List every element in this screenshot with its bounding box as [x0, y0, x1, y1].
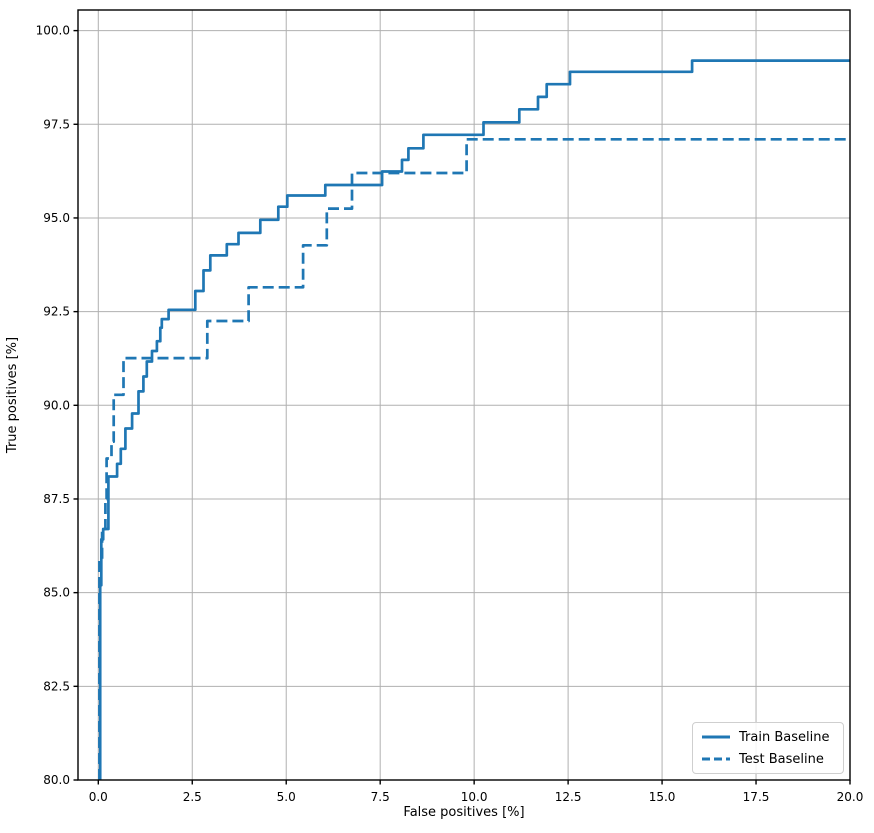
- series-line-train: [98, 59, 850, 780]
- y-tick-label: 97.5: [43, 117, 70, 131]
- legend-label-test: Test Baseline: [739, 751, 824, 767]
- x-tick-label: 5.0: [277, 790, 296, 804]
- plot-border: [77, 9, 851, 781]
- y-tick-label: 92.5: [43, 305, 70, 319]
- x-tick-label: 20.0: [837, 790, 864, 804]
- tick-labels: 0.0 2.5 5.0 7.5 10.0 12.5 15.0 17.5 20.0 80.0 82.5…: [36, 24, 864, 804]
- x-tick-label: 10.0: [461, 790, 488, 804]
- grid-lines: [78, 10, 851, 781]
- y-tick-label: 100.0: [36, 24, 70, 38]
- series-lines: [98, 59, 850, 780]
- x-tick-label: 15.0: [649, 790, 676, 804]
- y-tick-label: 90.0: [43, 398, 70, 412]
- x-tick-label: 0.0: [89, 790, 108, 804]
- x-tick-label: 12.5: [555, 790, 582, 804]
- tick-marks: [73, 29, 851, 785]
- y-tick-label: 85.0: [43, 586, 70, 600]
- series-line-test: [98, 137, 850, 780]
- x-tick-label: 17.5: [743, 790, 770, 804]
- legend-dashed-line-icon: [702, 757, 730, 761]
- y-tick-label: 95.0: [43, 211, 70, 225]
- y-tick-label: 82.5: [43, 679, 70, 693]
- y-tick-label: 80.0: [43, 773, 70, 787]
- legend-solid-line-icon: [702, 735, 730, 739]
- y-tick-label: 87.5: [43, 492, 70, 506]
- axes-frame: [77, 9, 851, 781]
- legend-label-train: Train Baseline: [739, 729, 830, 745]
- x-tick-label: 7.5: [371, 790, 390, 804]
- legend-item-test: Test Baseline: [701, 749, 835, 769]
- legend: Train Baseline Test Baseline: [692, 722, 844, 774]
- legend-item-train: Train Baseline: [701, 727, 835, 747]
- x-axis-label: False positives [%]: [403, 805, 524, 820]
- x-tick-label: 2.5: [183, 790, 202, 804]
- y-axis-label: True positives [%]: [5, 337, 20, 454]
